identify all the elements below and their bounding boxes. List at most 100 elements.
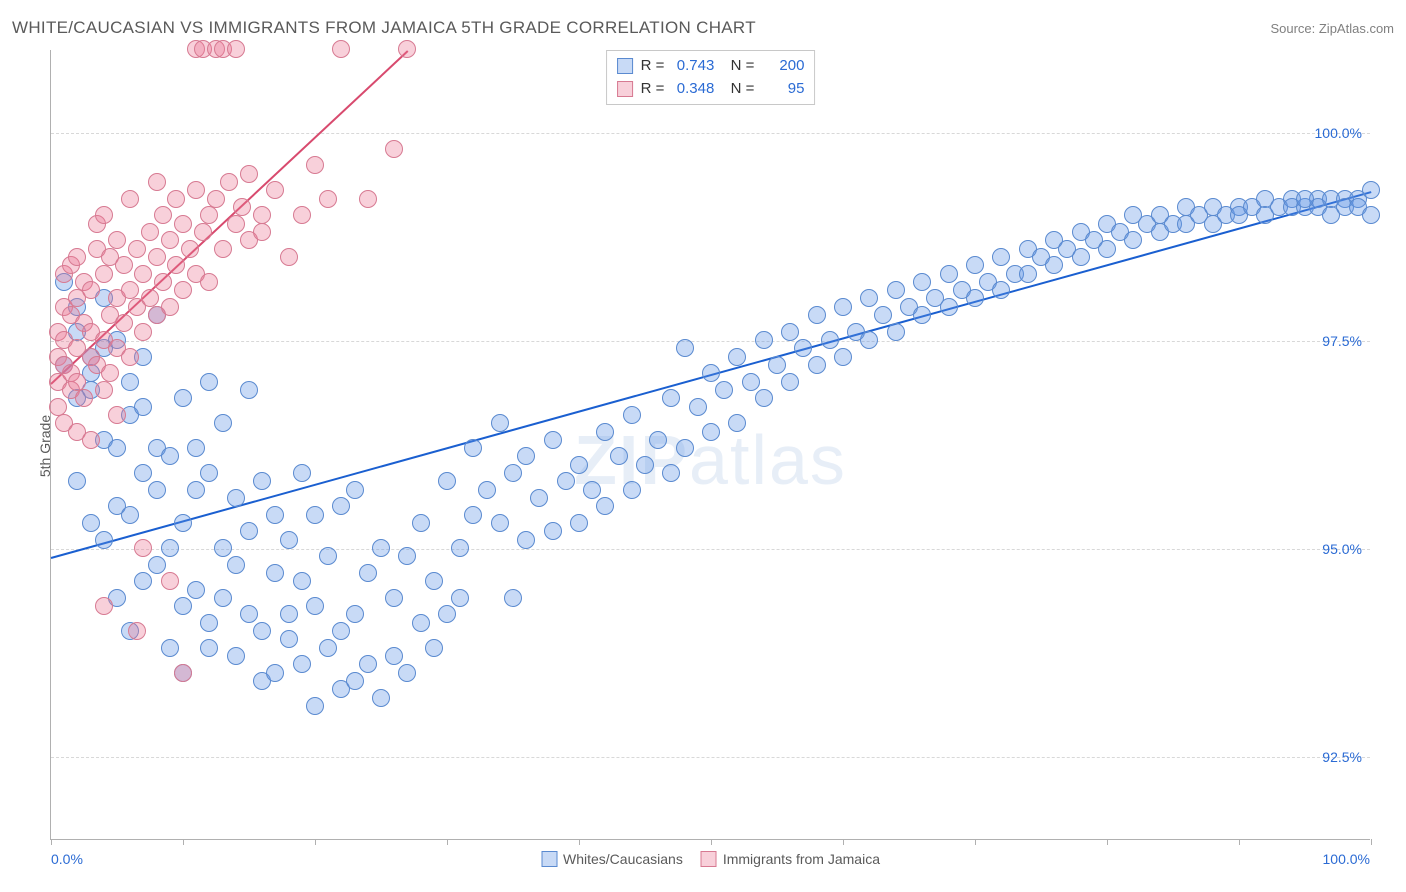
xtick (183, 839, 184, 845)
scatter-point (596, 423, 614, 441)
legend-item: Immigrants from Jamaica (701, 851, 880, 867)
scatter-point (240, 605, 258, 623)
scatter-point (95, 381, 113, 399)
scatter-point (134, 539, 152, 557)
legend-swatch (617, 81, 633, 97)
scatter-point (385, 647, 403, 665)
scatter-point (583, 481, 601, 499)
scatter-point (1045, 256, 1063, 274)
scatter-point (808, 306, 826, 324)
xtick (315, 839, 316, 845)
scatter-point (154, 273, 172, 291)
scatter-point (1124, 231, 1142, 249)
scatter-point (768, 356, 786, 374)
scatter-point (464, 506, 482, 524)
scatter-point (121, 190, 139, 208)
scatter-point (187, 581, 205, 599)
scatter-point (491, 414, 509, 432)
ytick-label: 97.5% (1322, 333, 1362, 349)
r-label: R = (641, 55, 665, 78)
scatter-point (108, 231, 126, 249)
scatter-point (676, 439, 694, 457)
plot-area: ZIPatlas R =0.743 N =200R =0.348 N =95 W… (50, 50, 1370, 840)
scatter-point (134, 398, 152, 416)
scatter-point (200, 206, 218, 224)
scatter-point (167, 256, 185, 274)
xtick-label: 100.0% (1323, 851, 1370, 867)
scatter-point (280, 605, 298, 623)
ytick-label: 100.0% (1315, 125, 1362, 141)
scatter-point (293, 464, 311, 482)
scatter-point (280, 531, 298, 549)
scatter-point (128, 240, 146, 258)
scatter-point (181, 240, 199, 258)
xtick-label: 0.0% (51, 851, 83, 867)
r-label: R = (641, 78, 665, 101)
scatter-point (860, 289, 878, 307)
scatter-point (1362, 181, 1380, 199)
scatter-point (49, 398, 67, 416)
scatter-point (412, 514, 430, 532)
scatter-point (372, 689, 390, 707)
scatter-point (940, 298, 958, 316)
legend-label: Immigrants from Jamaica (723, 851, 880, 867)
scatter-point (385, 140, 403, 158)
scatter-point (755, 389, 773, 407)
scatter-point (115, 256, 133, 274)
scatter-point (306, 697, 324, 715)
scatter-point (530, 489, 548, 507)
chart-source: Source: ZipAtlas.com (1270, 21, 1394, 36)
scatter-point (141, 223, 159, 241)
scatter-point (319, 190, 337, 208)
scatter-point (649, 431, 667, 449)
scatter-point (134, 464, 152, 482)
scatter-point (359, 190, 377, 208)
scatter-point (134, 265, 152, 283)
scatter-point (200, 373, 218, 391)
scatter-point (280, 248, 298, 266)
scatter-point (134, 572, 152, 590)
scatter-point (359, 564, 377, 582)
scatter-point (214, 414, 232, 432)
scatter-point (148, 556, 166, 574)
scatter-point (346, 481, 364, 499)
scatter-point (200, 614, 218, 632)
scatter-point (398, 547, 416, 565)
scatter-point (1322, 206, 1340, 224)
scatter-point (280, 630, 298, 648)
scatter-point (372, 539, 390, 557)
scatter-point (491, 514, 509, 532)
scatter-point (662, 464, 680, 482)
scatter-point (557, 472, 575, 490)
scatter-point (398, 40, 416, 58)
scatter-point (101, 364, 119, 382)
scatter-point (187, 439, 205, 457)
scatter-point (544, 522, 562, 540)
stats-row: R =0.743 N =200 (617, 55, 805, 78)
scatter-point (121, 348, 139, 366)
gridline-h (51, 341, 1370, 342)
scatter-point (425, 572, 443, 590)
scatter-point (1362, 206, 1380, 224)
scatter-point (728, 414, 746, 432)
scatter-point (992, 248, 1010, 266)
scatter-point (293, 206, 311, 224)
scatter-point (966, 289, 984, 307)
scatter-point (636, 456, 654, 474)
scatter-point (82, 431, 100, 449)
scatter-point (332, 40, 350, 58)
scatter-point (887, 323, 905, 341)
scatter-point (702, 364, 720, 382)
scatter-point (174, 215, 192, 233)
scatter-point (253, 223, 271, 241)
scatter-point (728, 348, 746, 366)
scatter-point (141, 289, 159, 307)
scatter-point (161, 639, 179, 657)
scatter-point (412, 614, 430, 632)
scatter-point (596, 497, 614, 515)
scatter-point (306, 597, 324, 615)
scatter-point (95, 206, 113, 224)
scatter-point (781, 323, 799, 341)
scatter-point (227, 556, 245, 574)
scatter-point (167, 190, 185, 208)
